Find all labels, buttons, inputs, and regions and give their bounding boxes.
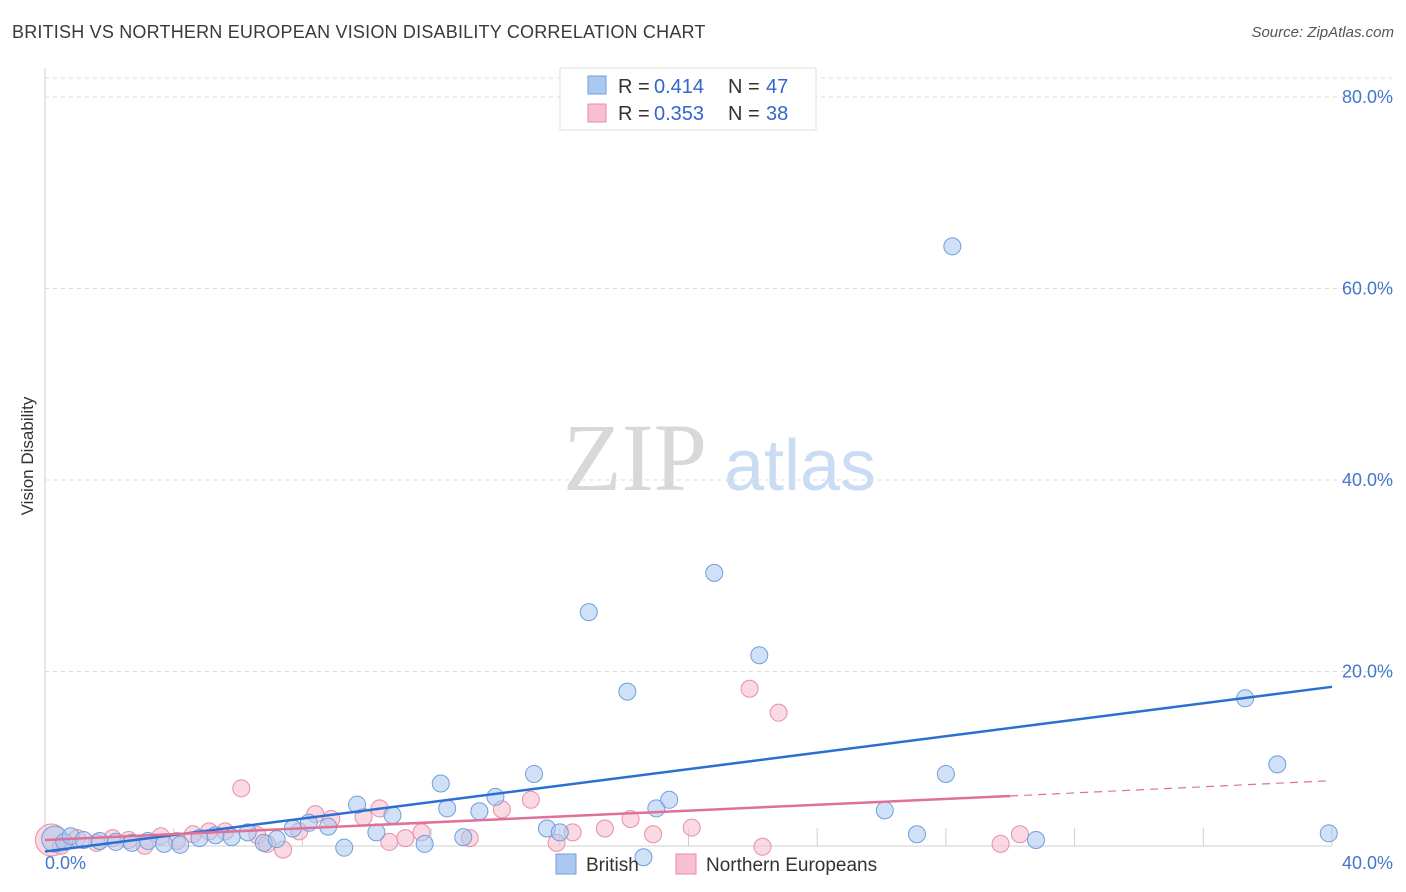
british-points: [41, 237, 1338, 867]
british-point: [875, 801, 894, 820]
british-trend-line: [44, 685, 1333, 853]
british-point: [1319, 824, 1338, 843]
british-point: [470, 802, 489, 821]
british-point: [618, 682, 637, 701]
british-point: [335, 838, 354, 857]
british-point: [383, 806, 402, 825]
legend-swatch-northern: [587, 103, 607, 123]
northern-trend-line-extension: [1010, 780, 1333, 797]
british-point: [171, 835, 190, 854]
british-point: [943, 237, 962, 256]
legend-northern-r-value: 0.353: [654, 103, 704, 125]
northern-point: [769, 703, 788, 722]
british-point: [267, 830, 286, 849]
watermark-zip: ZIP: [563, 404, 707, 511]
x-tick-label-min: 0.0%: [45, 853, 86, 873]
british-point: [936, 764, 955, 783]
x-tick-label-max: 40.0%: [1342, 853, 1393, 873]
northern-point: [740, 679, 759, 698]
northern-point: [753, 837, 772, 856]
bottom-legend-northern: Northern Europeans: [706, 855, 877, 876]
british-point: [348, 795, 367, 814]
british-point: [750, 646, 769, 665]
bottom-legend-swatch-northern: [675, 853, 697, 875]
british-point: [550, 823, 569, 842]
watermark-atlas: atlas: [724, 426, 876, 506]
northern-point: [682, 818, 701, 837]
top-legend: R = 0.414 N = 47 R = 0.353 N = 38: [559, 67, 817, 131]
y-tick-label-40: 40.0%: [1342, 470, 1393, 490]
british-point: [579, 603, 598, 622]
y-tick-label-20: 20.0%: [1342, 662, 1393, 682]
trend-lines: [44, 685, 1333, 853]
british-point: [1268, 755, 1287, 774]
british-point: [438, 799, 457, 818]
y-tick-labels: 20.0% 40.0% 60.0% 80.0%: [1342, 87, 1393, 682]
y-tick-label-60: 60.0%: [1342, 279, 1393, 299]
british-point: [525, 764, 544, 783]
bottom-legend-swatch-british: [555, 853, 577, 875]
british-point: [431, 774, 450, 793]
northern-point: [595, 819, 614, 838]
bottom-legend: British Northern Europeans: [555, 853, 877, 876]
legend-british-r-label: R =: [618, 76, 650, 98]
chart-title: BRITISH VS NORTHERN EUROPEAN VISION DISA…: [12, 22, 706, 42]
northern-point: [1010, 825, 1029, 844]
gridlines: [45, 77, 1392, 672]
british-point: [454, 828, 473, 847]
british-point: [634, 848, 653, 867]
british-point: [486, 787, 505, 806]
legend-northern-n-value: 38: [766, 103, 788, 125]
y-tick-label-80: 80.0%: [1342, 87, 1393, 107]
legend-british-r-value: 0.414: [654, 76, 704, 98]
british-point: [90, 831, 109, 850]
legend-british-n-label: N =: [728, 76, 760, 98]
british-point: [660, 790, 679, 809]
british-point: [907, 825, 926, 844]
northern-point: [232, 779, 251, 798]
northern-point: [991, 834, 1010, 853]
british-point: [705, 563, 724, 582]
legend-northern-n-label: N =: [728, 103, 760, 125]
northern-trend-line: [44, 794, 1011, 842]
legend-british-n-value: 47: [766, 76, 788, 98]
northern-point: [396, 829, 415, 848]
bottom-legend-british: British: [586, 855, 639, 876]
british-point: [415, 834, 434, 853]
x-tick-labels: 0.0% 40.0%: [45, 853, 1393, 873]
british-point: [1026, 831, 1045, 850]
legend-swatch-british: [587, 75, 607, 95]
northern-point: [644, 825, 663, 844]
source-label: Source: ZipAtlas.com: [1251, 24, 1394, 41]
northern-point: [521, 790, 540, 809]
legend-northern-r-label: R =: [618, 103, 650, 125]
